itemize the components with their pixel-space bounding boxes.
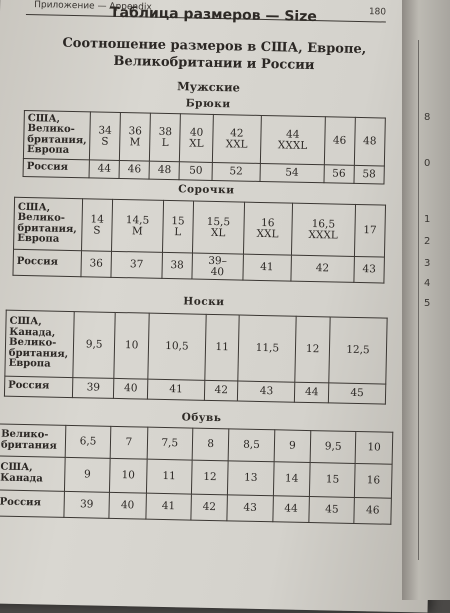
table-cell: 40 bbox=[109, 492, 147, 520]
table-cell: 45 bbox=[309, 496, 355, 524]
table-cell: 11 bbox=[146, 459, 192, 495]
shoes-table: Велико- британия 6,5 7 7,5 8 8,5 9 9,5 1… bbox=[0, 423, 393, 525]
table-cell: 13 bbox=[227, 460, 274, 496]
table-cell: 46 bbox=[324, 116, 356, 166]
table-cell: 58 bbox=[353, 165, 385, 185]
table-cell: 38 bbox=[161, 252, 193, 280]
table-cell: 16 bbox=[354, 463, 393, 499]
table-row: США, Канада, Велико- британия, Европа 9,… bbox=[4, 310, 388, 385]
table-cell: 7,5 bbox=[146, 427, 193, 461]
table-cell: 9 bbox=[64, 457, 111, 493]
table-cell: 44 bbox=[294, 382, 329, 403]
table-cell: 14 bbox=[272, 461, 311, 497]
row-label: Россия bbox=[12, 249, 82, 277]
table-cell: 12 bbox=[191, 460, 229, 495]
table-cell: 6,5 bbox=[65, 425, 111, 459]
table-cell: 34 S bbox=[89, 111, 121, 161]
facing-page-digit: 2 bbox=[424, 236, 431, 247]
table-cell: 11,5 bbox=[238, 315, 297, 383]
table-cell: 50 bbox=[179, 161, 213, 181]
table-cell: 15 L bbox=[162, 200, 194, 254]
table-cell: 44 XXXL bbox=[260, 115, 326, 165]
table-cell: 37 bbox=[110, 251, 163, 279]
facing-page-digit: 5 bbox=[424, 298, 431, 309]
facing-page-rules bbox=[418, 40, 449, 560]
table-cell: 54 bbox=[259, 163, 325, 183]
table-cell: 10 bbox=[355, 431, 393, 465]
page-title: Таблица размеров — Size bbox=[109, 4, 317, 26]
row-label: США, Велико- британия, Европа bbox=[13, 197, 83, 251]
table-cell: 42 XXL bbox=[212, 114, 262, 164]
row-label: Россия bbox=[0, 489, 65, 518]
row-label: Велико- британия bbox=[0, 424, 66, 458]
row-label: Россия bbox=[4, 376, 73, 398]
socks-table: США, Канада, Велико- британия, Европа 9,… bbox=[4, 310, 388, 405]
facing-page-digit: 8 bbox=[424, 112, 431, 123]
table-cell: 15 bbox=[309, 462, 356, 498]
table-cell: 41 bbox=[147, 379, 205, 401]
table-cell: 14 S bbox=[81, 198, 113, 252]
trousers-table: США, Велико- британия, Европа 34 S 36 M … bbox=[23, 110, 386, 185]
table-cell: 14,5 M bbox=[111, 199, 164, 253]
table-cell: 42 bbox=[190, 494, 228, 521]
section-heading: Соотношение размеров в США, Европе, Вели… bbox=[62, 35, 367, 74]
table-cell: 36 bbox=[80, 250, 112, 278]
page-number: 180 bbox=[368, 7, 387, 18]
row-label: Россия bbox=[23, 158, 90, 178]
table-cell: 8 bbox=[191, 428, 230, 461]
table-cell: 45 bbox=[328, 382, 386, 405]
table-cell: 39 bbox=[72, 377, 115, 399]
table-cell: 40 bbox=[113, 378, 148, 400]
table-cell: 39– 40 bbox=[191, 253, 244, 281]
table-cell: 9,5 bbox=[310, 430, 357, 464]
table-cell: 11 bbox=[204, 314, 240, 382]
table-row: США, Велико- британия, Европа 14 S 14,5 … bbox=[13, 197, 386, 258]
table-row: США, Велико- британия, Европа 34 S 36 M … bbox=[23, 110, 386, 167]
table-cell: 41 bbox=[242, 254, 292, 282]
table-cell: 12 bbox=[295, 316, 331, 383]
table-cell: 46 bbox=[354, 497, 392, 525]
table-cell: 46 bbox=[119, 160, 150, 180]
facing-page-digit: 0 bbox=[424, 158, 431, 169]
table-caption-socks: Носки bbox=[183, 295, 225, 309]
table-cell: 10 bbox=[109, 458, 147, 494]
table-cell: 7 bbox=[110, 426, 148, 460]
table-cell: 44 bbox=[272, 495, 310, 523]
table-cell: 8,5 bbox=[228, 428, 275, 462]
table-cell: 42 bbox=[290, 255, 355, 283]
section-men-label: Мужские bbox=[176, 79, 241, 95]
facing-page-digit: 1 bbox=[424, 214, 431, 225]
table-cell: 48 bbox=[354, 117, 386, 167]
table-cell: 9,5 bbox=[72, 311, 116, 379]
table-cell: 38 L bbox=[149, 113, 181, 162]
row-label: США, Канада bbox=[0, 455, 66, 492]
row-label: США, Канада, Велико- британия, Европа bbox=[4, 310, 75, 378]
table-cell: 43 bbox=[353, 256, 385, 284]
table-cell: 56 bbox=[323, 164, 355, 184]
table-cell: 40 XL bbox=[179, 113, 214, 163]
table-cell: 44 bbox=[89, 159, 120, 179]
table-cell: 43 bbox=[237, 381, 296, 403]
table-cell: 16,5 XXXL bbox=[291, 203, 356, 257]
shirts-table: США, Велико- британия, Европа 14 S 14,5 … bbox=[12, 197, 386, 284]
table-cell: 52 bbox=[211, 162, 261, 182]
facing-page-edge: 8 0 1 2 3 4 5 bbox=[402, 0, 450, 600]
facing-page-digit: 3 bbox=[424, 258, 431, 269]
table-cell: 12,5 bbox=[328, 316, 388, 385]
table-cell: 41 bbox=[145, 493, 192, 521]
table-cell: 10 bbox=[114, 312, 150, 380]
table-cell: 36 M bbox=[119, 112, 151, 162]
row-label: США, Велико- британия, Европа bbox=[23, 110, 91, 160]
facing-page-digit: 4 bbox=[424, 278, 431, 289]
table-cell: 48 bbox=[149, 161, 180, 180]
table-cell: 10,5 bbox=[147, 313, 207, 381]
table-cell: 42 bbox=[204, 380, 239, 402]
table-cell: 15,5 XL bbox=[192, 201, 245, 255]
table-cell: 9 bbox=[273, 429, 311, 463]
table-cell: 39 bbox=[63, 491, 110, 519]
table-cell: 17 bbox=[354, 204, 386, 258]
table-cell: 43 bbox=[227, 494, 273, 522]
table-cell: 16 XXL bbox=[243, 202, 293, 256]
